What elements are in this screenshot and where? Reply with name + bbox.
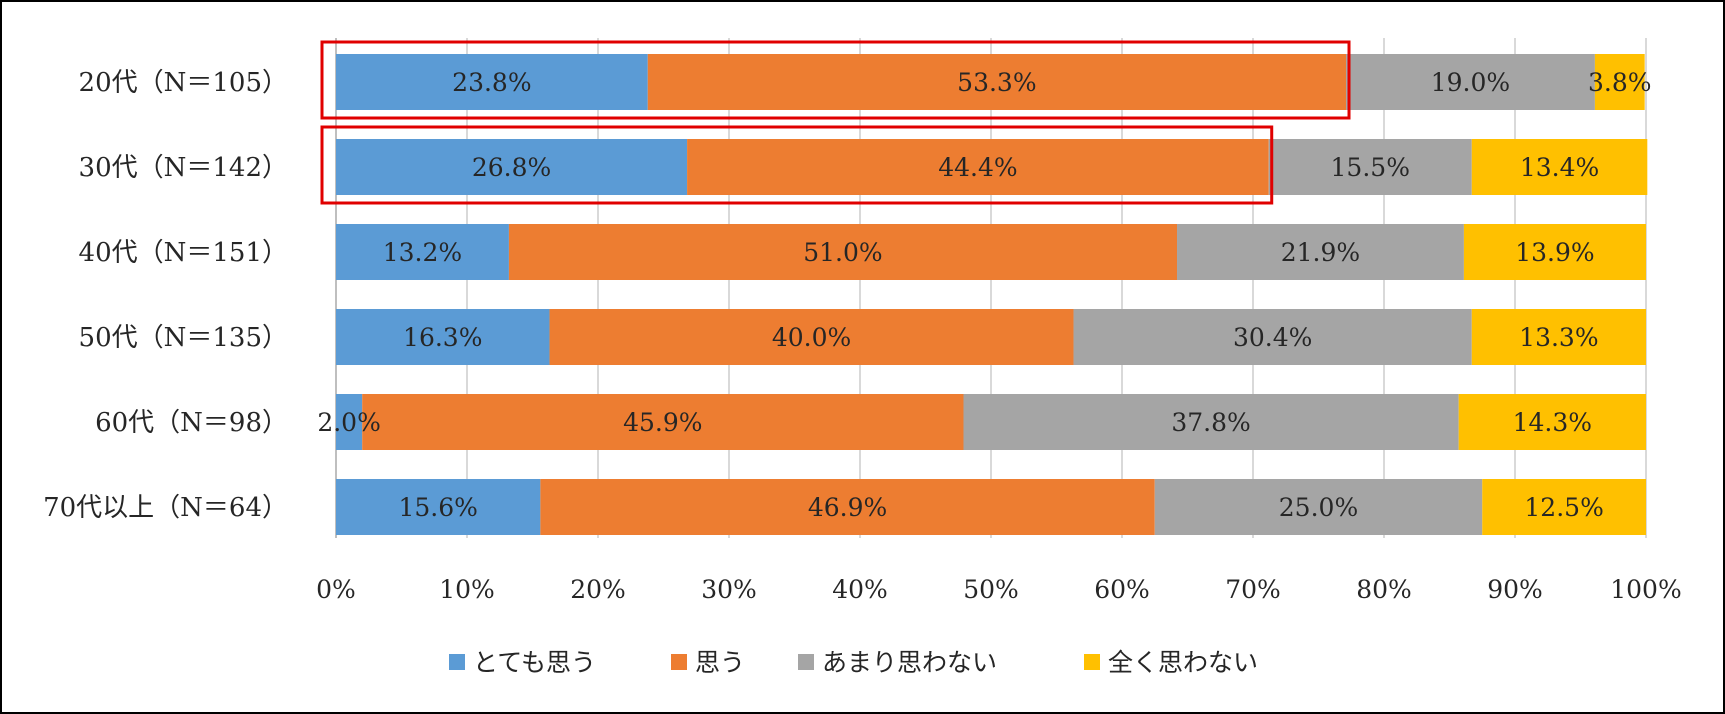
data-label: 44.4% (938, 153, 1017, 182)
x-tick-label: 100% (1610, 575, 1681, 604)
bar-segment (1177, 224, 1464, 280)
bar-segment (540, 479, 1155, 535)
data-label: 13.3% (1519, 323, 1598, 352)
gridlines (335, 38, 1647, 538)
legend-label: 思う (695, 648, 745, 677)
data-label: 13.9% (1515, 238, 1594, 267)
bar-segment (647, 54, 1347, 110)
data-labels: 23.8% 53.3% 19.0% 3.8% 26.8% 44.4% 15.5% 13.4% 1… (317, 68, 1651, 522)
x-tick-label: 80% (1356, 575, 1412, 604)
bar-segment (336, 479, 541, 535)
data-label: 15.5% (1331, 153, 1410, 182)
data-label: 46.9% (808, 493, 887, 522)
category-label: 20代（N＝105） (79, 68, 288, 98)
legend-swatch (671, 654, 687, 670)
x-tick-label: 70% (1225, 575, 1281, 604)
legend-swatch (449, 654, 465, 670)
bar-segment (1471, 139, 1648, 195)
highlight-boxes (320, 40, 1351, 205)
bar-segment (1154, 479, 1483, 535)
data-label: 30.4% (1233, 323, 1312, 352)
bar-segment (1482, 479, 1646, 535)
x-tick-label: 50% (963, 575, 1019, 604)
category-label: 50代（N＝135） (79, 323, 288, 353)
category-label: 40代（N＝151） (79, 238, 288, 268)
bars (336, 54, 1648, 535)
bar-segment (336, 224, 509, 280)
bar-segment (1458, 394, 1646, 450)
legend-label: 全く思わない (1108, 648, 1258, 677)
bar-segment (336, 309, 550, 365)
category-label: 60代（N＝98） (95, 408, 288, 438)
data-label: 53.3% (957, 68, 1036, 97)
legend-label: とても思う (473, 648, 596, 677)
legend-swatch (798, 654, 814, 670)
bar-segment (336, 139, 688, 195)
data-label: 25.0% (1279, 493, 1358, 522)
x-axis-ticks: 0% 10% 20% 30% 40% 50% 60% 70% 80% 90% 100% (316, 575, 1682, 604)
data-label: 13.4% (1520, 153, 1599, 182)
x-tick-label: 60% (1094, 575, 1150, 604)
data-label: 45.9% (623, 408, 702, 437)
bar-segment (1268, 139, 1472, 195)
bar-segment (1594, 54, 1645, 110)
bar-segment (1346, 54, 1595, 110)
bar-segment (963, 394, 1459, 450)
data-label: 37.8% (1171, 408, 1250, 437)
x-tick-label: 30% (701, 575, 757, 604)
bar-segment (1471, 309, 1646, 365)
x-tick-label: 0% (316, 575, 356, 604)
legend-label: あまり思わない (822, 648, 997, 677)
bar-segment (508, 224, 1178, 280)
bar-segment (362, 394, 964, 450)
data-label: 3.8% (1588, 68, 1652, 97)
bar-segment (336, 54, 648, 110)
data-label: 19.0% (1431, 68, 1510, 97)
category-label: 70代以上（N＝64） (43, 493, 288, 523)
data-label: 14.3% (1513, 408, 1592, 437)
data-label: 2.0% (317, 408, 381, 437)
category-labels: 20代（N＝105） 30代（N＝142） 40代（N＝151） 50代（N＝135）… (43, 68, 288, 523)
x-tick-label: 20% (570, 575, 626, 604)
data-label: 13.2% (383, 238, 462, 267)
data-label: 21.9% (1281, 238, 1360, 267)
bar-segment (336, 394, 363, 450)
highlight-box (320, 125, 1274, 205)
highlight-box (320, 40, 1351, 120)
x-tick-label: 90% (1487, 575, 1543, 604)
legend: とても思う 思う あまり思わない 全く思わない (449, 648, 1258, 677)
data-label: 15.6% (398, 493, 477, 522)
x-tick-label: 10% (439, 575, 495, 604)
data-label: 26.8% (472, 153, 551, 182)
category-label: 30代（N＝142） (79, 153, 288, 183)
data-label: 40.0% (772, 323, 851, 352)
x-tick-label: 40% (832, 575, 888, 604)
legend-swatch (1084, 654, 1100, 670)
bar-segment (549, 309, 1074, 365)
bar-segment (1073, 309, 1472, 365)
bar-segment (1463, 224, 1646, 280)
data-label: 12.5% (1524, 493, 1603, 522)
bar-segment (687, 139, 1269, 195)
data-label: 16.3% (403, 323, 482, 352)
data-label: 51.0% (803, 238, 882, 267)
data-label: 23.8% (452, 68, 531, 97)
